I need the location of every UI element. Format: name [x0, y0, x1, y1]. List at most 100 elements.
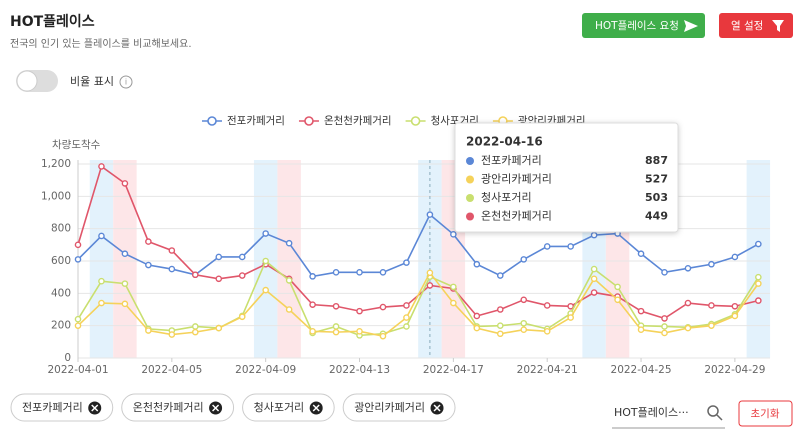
- point: [708, 260, 715, 268]
- point: [215, 324, 223, 332]
- point: [520, 256, 528, 263]
- search-input[interactable]: HOT플레이스···: [614, 406, 689, 419]
- series-line: [77, 259, 760, 337]
- point: [450, 283, 457, 291]
- point: [332, 323, 340, 330]
- filter-chip[interactable]: [242, 393, 335, 422]
- point: [238, 313, 246, 321]
- point: [379, 332, 387, 340]
- tooltip-value: 503: [645, 191, 668, 204]
- point: [121, 280, 129, 287]
- point: [309, 273, 316, 280]
- point: [74, 322, 82, 329]
- x-tick-label: 2022-04-29: [704, 364, 765, 376]
- point: [520, 326, 528, 334]
- x-tick-label: 2022-04-17: [423, 364, 484, 376]
- legend-marker: [207, 116, 217, 126]
- tooltip-dot: [466, 175, 474, 184]
- point: [74, 256, 82, 263]
- series-line: [77, 213, 759, 278]
- weekend-band: [113, 160, 137, 358]
- request-button[interactable]: [582, 13, 705, 38]
- point: [145, 327, 152, 334]
- request-label: HOT플레이스 요청: [595, 20, 679, 32]
- tooltip-dot: [466, 212, 474, 221]
- point: [614, 283, 621, 291]
- chip-remove-x: [91, 404, 99, 412]
- y-tick-label: 1,000: [41, 190, 71, 202]
- point: [215, 253, 223, 261]
- y-tick-label: 400: [51, 287, 71, 299]
- point: [168, 247, 176, 254]
- point: [145, 238, 152, 245]
- search-icon-handle: [716, 414, 723, 421]
- point: [191, 323, 199, 330]
- reset-button[interactable]: [738, 400, 793, 427]
- y-tick-label: 0: [64, 352, 71, 364]
- send-icon: [684, 20, 698, 32]
- chip-remove-x: [212, 404, 220, 412]
- point: [684, 299, 692, 307]
- chip-remove-x: [312, 404, 320, 412]
- weekend-band: [89, 160, 114, 358]
- point: [520, 319, 528, 327]
- point: [590, 231, 598, 239]
- point: [520, 296, 528, 304]
- point: [191, 328, 199, 336]
- point: [285, 239, 293, 247]
- filter-chip[interactable]: [121, 393, 235, 422]
- series-line: [77, 271, 759, 338]
- point: [684, 264, 692, 272]
- point: [121, 250, 129, 258]
- point: [285, 277, 293, 284]
- point: [356, 269, 363, 276]
- x-tick-label: 2022-04-05: [141, 364, 202, 376]
- x-tick-label: 2022-04-13: [329, 364, 390, 376]
- point: [637, 307, 645, 315]
- point: [426, 282, 434, 289]
- point: [567, 314, 574, 321]
- chip-label: 청사포거리: [254, 401, 305, 414]
- tooltip-date: 2022-04-16: [466, 135, 543, 149]
- point: [590, 265, 598, 273]
- tooltip-name: 광안리카페거리: [481, 173, 552, 186]
- point: [98, 277, 105, 285]
- chip-remove-x: [433, 404, 441, 412]
- tooltip: [454, 122, 679, 233]
- legend-marker: [410, 116, 421, 126]
- x-tick-label: 2022-04-21: [517, 364, 578, 376]
- weekend-band: [277, 160, 301, 358]
- point: [426, 269, 434, 277]
- point: [379, 303, 387, 311]
- legend-label: 온천천카페거리: [324, 115, 392, 127]
- point: [403, 323, 410, 330]
- tooltip-dot: [466, 157, 474, 165]
- point: [684, 324, 692, 332]
- point: [543, 243, 551, 250]
- point: [614, 296, 621, 304]
- x-tick-label: 2022-04-09: [235, 364, 296, 376]
- point: [168, 265, 176, 273]
- filter-chip[interactable]: [342, 393, 456, 422]
- point: [708, 302, 715, 309]
- point: [262, 286, 269, 294]
- y-tick-label: 600: [51, 255, 71, 267]
- toggle-knob: [16, 70, 38, 92]
- point: [755, 280, 762, 287]
- point: [473, 260, 481, 268]
- point: [74, 241, 82, 249]
- info-icon: [119, 75, 133, 89]
- point: [332, 302, 340, 310]
- page-subtitle: 전국의 인기 있는 플레이스를 비교해보세요.: [10, 37, 192, 50]
- point: [191, 271, 199, 279]
- weekend-band: [746, 160, 771, 358]
- point: [543, 328, 551, 335]
- point: [450, 231, 457, 238]
- point: [121, 180, 129, 187]
- filter-chip[interactable]: [10, 393, 114, 422]
- point: [403, 259, 410, 266]
- columns-button[interactable]: [719, 13, 793, 38]
- point: [450, 299, 457, 307]
- columns-label: 열 설정: [731, 20, 763, 32]
- point: [661, 323, 668, 330]
